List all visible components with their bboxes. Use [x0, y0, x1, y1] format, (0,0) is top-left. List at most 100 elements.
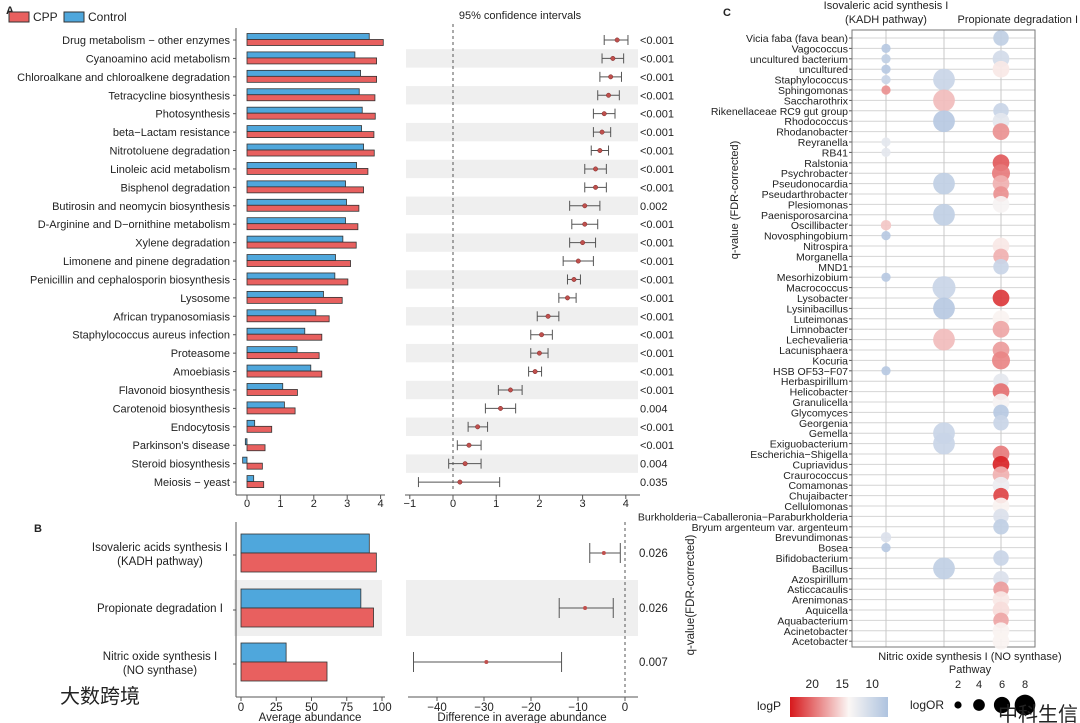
bubble-point — [881, 137, 891, 147]
size-legend-circle — [954, 701, 962, 709]
category-label: Xylene degradation — [135, 238, 230, 250]
ci-band — [406, 454, 638, 473]
category-label: Butirosin and neomycin biosynthesis — [52, 201, 230, 213]
taxon-label: Aquicella — [805, 605, 848, 617]
taxon-label: Psychrobacter — [781, 168, 849, 180]
bar-control — [240, 588, 362, 609]
ci-x-tick-label: 0 — [622, 702, 628, 714]
bar-cpp — [240, 552, 377, 573]
x-tick-label: 0 — [238, 702, 244, 714]
q-value: <0.001 — [640, 440, 674, 452]
bar-cpp — [246, 131, 375, 139]
taxon-label: Rhodanobacter — [776, 127, 848, 139]
q-value: <0.001 — [640, 293, 674, 305]
bar-control — [246, 69, 361, 77]
taxon-label: Bryum argenteum var. argenteum — [692, 522, 849, 534]
size-legend-label: 4 — [976, 679, 982, 691]
category-label: African trypanosomiasis — [113, 311, 230, 323]
bar-control — [246, 162, 357, 169]
taxon-label: Bacillus — [812, 563, 848, 575]
pathway-header: Propionate degradation I — [958, 14, 1078, 26]
ci-x-tick-label: 3 — [580, 498, 586, 510]
taxon-label: Ralstonia — [804, 158, 848, 170]
taxon-label: Mesorhizobium — [777, 272, 848, 284]
category-label: Proteasome — [171, 348, 230, 360]
bubble-point — [932, 276, 956, 300]
bubble-point — [933, 89, 955, 112]
ci-point — [532, 369, 538, 375]
y-axis-title-q: q-value(FDR-corrected) — [685, 534, 697, 655]
bar-cpp — [246, 370, 323, 378]
q-value: <0.001 — [640, 311, 674, 323]
taxon-label: Exiguobacterium — [770, 439, 848, 451]
bar-control — [246, 475, 255, 482]
q-value: <0.001 — [640, 256, 674, 268]
ci-point — [597, 148, 603, 153]
bubble-point — [993, 415, 1009, 431]
bubble-point — [933, 557, 955, 580]
taxon-label: Rikenellaceae RC9 gut group — [711, 106, 848, 118]
ci-band — [406, 233, 638, 252]
taxon-label: Herbaspirillum — [781, 376, 848, 388]
taxon-label: Staphylococcus — [774, 75, 848, 87]
category-label: Cyanoamino acid metabolism — [86, 53, 230, 65]
taxon-label: uncultured — [799, 64, 848, 76]
taxon-label: Brevundimonas — [775, 532, 848, 544]
taxon-label: Helicobacter — [790, 387, 849, 399]
category-label: beta−Lactam resistance — [113, 127, 230, 139]
ci-point — [484, 660, 489, 664]
ci-point — [599, 129, 605, 135]
size-legend-label: 2 — [955, 679, 961, 691]
bar-cpp — [246, 444, 266, 452]
taxon-label: RB41 — [822, 147, 848, 159]
taxon-label: Novosphingobium — [764, 231, 848, 243]
taxon-label: Glycomyces — [791, 407, 848, 419]
taxon-label: HSB OF53−F07 — [773, 366, 848, 378]
bar-control — [246, 254, 336, 261]
bubble-point — [992, 60, 1010, 78]
ci-band — [406, 196, 638, 215]
q-value: <0.001 — [640, 348, 674, 360]
ci-x-tick-label: −10 — [568, 702, 588, 714]
bar-control — [246, 235, 344, 243]
ci-point — [606, 92, 611, 98]
bubble-point — [992, 351, 1010, 370]
bubble-point — [993, 550, 1009, 566]
ci-point — [614, 37, 620, 43]
bar-control — [246, 346, 298, 354]
bubble-point — [992, 196, 1010, 213]
panel-label-b: B — [34, 523, 42, 535]
ci-point — [475, 424, 481, 430]
bubble-point — [992, 289, 1010, 307]
x-axis-title: Pathway — [949, 664, 992, 676]
bar-control — [246, 419, 256, 427]
taxon-label: Paenisporosarcina — [761, 210, 848, 222]
bubble-point — [881, 85, 891, 95]
category-label: Parkinson's disease — [133, 440, 231, 452]
category-label: Amoebiasis — [173, 367, 230, 379]
ci-point — [610, 55, 616, 61]
bar-control — [246, 309, 317, 317]
legend-swatch-control — [63, 11, 85, 23]
ci-point — [575, 258, 581, 264]
x-tick-label: 100 — [372, 702, 391, 714]
taxon-label: Granulicella — [793, 397, 849, 409]
category-label: Drug metabolism − other enzymes — [62, 35, 230, 47]
taxon-label: Luteimonas — [794, 314, 848, 326]
taxon-label: Sphingomonas — [778, 85, 848, 97]
taxon-label: Georgenia — [799, 418, 848, 430]
q-value: <0.001 — [640, 330, 674, 342]
q-value: <0.001 — [640, 164, 674, 176]
colorbar-tick-label: 10 — [866, 677, 880, 691]
bar-cpp — [246, 333, 323, 341]
bubble-point — [992, 320, 1010, 338]
ci-point — [580, 240, 586, 246]
taxon-label: Chujaibacter — [789, 491, 848, 503]
bar-cpp — [240, 607, 374, 628]
bar-control — [246, 290, 324, 298]
taxon-label: Lacunisphaera — [779, 345, 848, 357]
bar-cpp — [246, 352, 320, 360]
legend-label-cpp: CPP — [33, 10, 58, 24]
taxon-label: Pseudonocardia — [772, 179, 848, 191]
taxon-label: Lysinibacillus — [787, 303, 848, 315]
